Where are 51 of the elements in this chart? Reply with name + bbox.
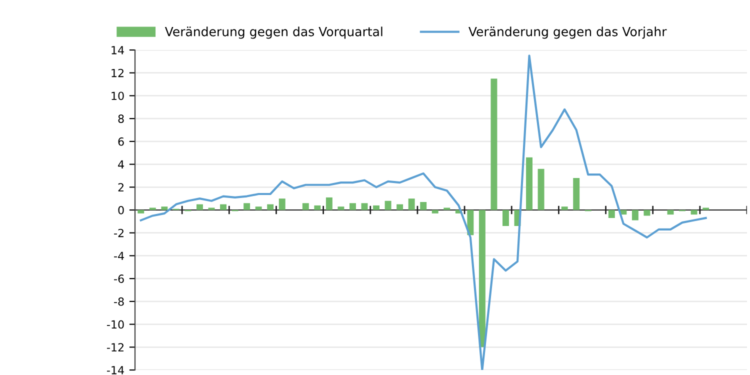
y-tick-label: -6 <box>114 274 124 283</box>
bar <box>314 205 321 210</box>
bar <box>349 203 356 210</box>
y-tick-label: 2 <box>118 183 124 192</box>
bar <box>538 168 544 210</box>
y-tick-label: -14 <box>106 366 124 374</box>
bar <box>408 198 415 210</box>
bar <box>478 210 486 348</box>
bar <box>255 206 262 210</box>
bar <box>467 210 474 236</box>
legend-label: Veränderung gegen das Vorjahr <box>468 26 667 39</box>
y-tick-label: 0 <box>118 206 124 214</box>
bar <box>373 205 380 210</box>
bar <box>302 203 309 210</box>
y-tick-label: -10 <box>106 320 124 329</box>
bar <box>361 203 368 210</box>
y-tick-label: -2 <box>114 228 124 238</box>
bar <box>573 178 580 210</box>
y-tick-label: -8 <box>114 297 124 306</box>
y-tick-label: -12 <box>106 343 124 352</box>
bar <box>420 202 427 210</box>
bar <box>267 204 274 210</box>
bar <box>161 206 168 210</box>
y-tick-label: 6 <box>118 137 124 146</box>
bar <box>196 204 203 210</box>
bar <box>384 200 392 210</box>
bar <box>220 204 227 210</box>
y-tick-label: 14 <box>112 46 124 54</box>
bar <box>138 210 144 214</box>
bar <box>690 210 698 215</box>
legend-label: Veränderung gegen das Vorquartal <box>164 26 382 39</box>
bar <box>632 210 638 220</box>
bar <box>502 210 509 226</box>
y-tick-label: -4 <box>114 252 124 260</box>
bar <box>608 210 615 218</box>
y-tick-label: 8 <box>118 114 124 123</box>
bar <box>338 206 344 210</box>
bar <box>278 198 286 210</box>
bar <box>490 78 498 210</box>
bar <box>644 210 650 216</box>
line-series <box>140 54 707 370</box>
bar <box>526 157 533 210</box>
bar <box>667 210 674 215</box>
y-tick-label: 12 <box>112 68 124 78</box>
y-tick-label: 4 <box>118 160 124 169</box>
bar <box>326 197 332 210</box>
bar <box>244 203 250 210</box>
bar <box>561 206 568 210</box>
y-tick-label: 10 <box>112 92 124 100</box>
bar <box>396 204 404 210</box>
bar <box>432 210 438 214</box>
